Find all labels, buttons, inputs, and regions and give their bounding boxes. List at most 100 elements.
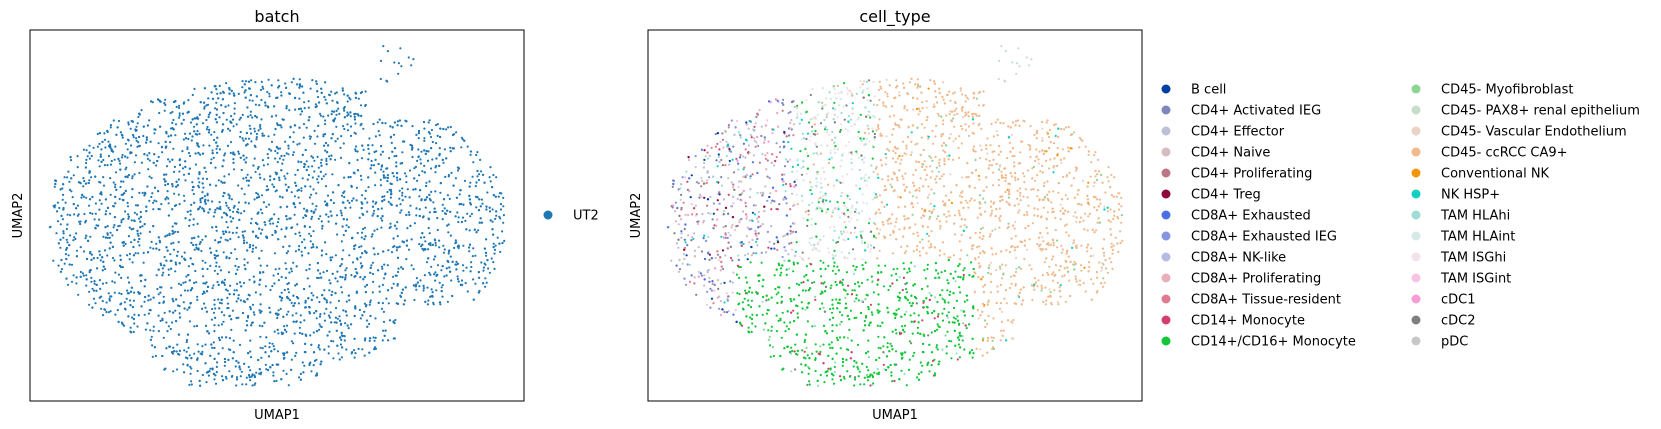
- scatter-point: [876, 324, 879, 327]
- scatter-point: [276, 316, 279, 320]
- scatter-point: [165, 321, 168, 324]
- scatter-point: [296, 169, 299, 172]
- scatter-point: [209, 183, 212, 186]
- scatter-point: [402, 140, 405, 143]
- scatter-point: [390, 286, 393, 290]
- scatter-point: [243, 91, 246, 94]
- scatter-point: [126, 148, 129, 151]
- scatter-point: [79, 275, 82, 278]
- scatter-point: [155, 247, 158, 250]
- scatter-point: [434, 241, 437, 245]
- scatter-point: [341, 276, 344, 279]
- scatter-point: [301, 332, 304, 335]
- scatter-point: [302, 123, 306, 126]
- scatter-point: [679, 198, 682, 201]
- scatter-point: [124, 175, 127, 178]
- scatter-point: [742, 142, 746, 145]
- scatter-point: [221, 128, 224, 132]
- scatter-point: [162, 295, 165, 298]
- scatter-point: [304, 299, 307, 303]
- scatter-point: [824, 267, 827, 271]
- scatter-point: [312, 156, 315, 159]
- scatter-point: [261, 159, 264, 162]
- scatter-point: [223, 314, 226, 317]
- scatter-point: [259, 123, 262, 127]
- scatter-point: [312, 245, 315, 248]
- scatter-point: [122, 244, 125, 247]
- scatter-point: [439, 303, 442, 306]
- scatter-point: [942, 98, 945, 101]
- scatter-point: [199, 205, 202, 208]
- scatter-point: [222, 281, 226, 284]
- scatter-point: [351, 236, 354, 239]
- scatter-point: [443, 212, 447, 215]
- scatter-point: [440, 286, 443, 289]
- scatter-point: [82, 250, 86, 253]
- scatter-point: [332, 110, 336, 113]
- scatter-point: [199, 153, 202, 156]
- scatter-point: [290, 191, 293, 194]
- scatter-point: [376, 121, 379, 124]
- scatter-point: [450, 279, 453, 282]
- scatter-point: [389, 222, 392, 225]
- scatter-point: [178, 158, 181, 161]
- scatter-point: [138, 191, 141, 194]
- scatter-point: [109, 193, 112, 196]
- scatter-point: [397, 267, 400, 270]
- scatter-point: [1041, 164, 1044, 167]
- scatter-point: [441, 265, 444, 268]
- scatter-point: [126, 176, 129, 179]
- scatter-point: [338, 336, 342, 339]
- scatter-point: [406, 227, 409, 230]
- scatter-point: [485, 254, 488, 257]
- scatter-point: [425, 150, 428, 153]
- scatter-point: [276, 350, 280, 353]
- scatter-point: [298, 86, 301, 89]
- scatter-point: [354, 145, 358, 148]
- scatter-point: [790, 232, 793, 235]
- scatter-point: [1047, 135, 1051, 139]
- scatter-point: [143, 313, 146, 316]
- scatter-point: [940, 115, 943, 118]
- scatter-point: [266, 153, 269, 156]
- scatter-point: [839, 128, 842, 132]
- scatter-point: [214, 118, 217, 121]
- scatter-point: [295, 184, 298, 187]
- scatter-point: [384, 122, 387, 125]
- scatter-point: [330, 339, 333, 343]
- scatter-point: [246, 249, 249, 252]
- scatter-point: [500, 192, 503, 195]
- scatter-point: [67, 170, 70, 173]
- scatter-point: [236, 226, 239, 229]
- scatter-point: [292, 151, 295, 154]
- scatter-point: [316, 276, 319, 279]
- scatter-point: [416, 159, 419, 162]
- scatter-point: [176, 304, 180, 307]
- scatter-point: [957, 146, 960, 149]
- scatter-point: [1061, 248, 1064, 251]
- scatter-point: [204, 282, 207, 285]
- scatter-point: [114, 195, 117, 198]
- scatter-point: [372, 212, 375, 215]
- scatter-point: [460, 146, 463, 149]
- scatter-point: [267, 135, 270, 138]
- scatter-point: [331, 256, 334, 259]
- scatter-point: [274, 149, 277, 153]
- scatter-point: [282, 353, 285, 356]
- scatter-point: [930, 294, 933, 297]
- scatter-point: [449, 210, 452, 213]
- scatter-point: [415, 277, 418, 280]
- scatter-point: [381, 121, 384, 125]
- scatter-point: [88, 144, 91, 147]
- x-axis-label-batch: UMAP1: [254, 408, 300, 423]
- scatter-point: [188, 354, 191, 357]
- scatter-point: [159, 319, 162, 322]
- scatter-point: [160, 264, 163, 267]
- scatter-point: [374, 171, 377, 174]
- scatter-point: [464, 282, 467, 285]
- scatter-point: [230, 115, 233, 118]
- scatter-point: [400, 209, 403, 212]
- scatter-point: [699, 272, 703, 275]
- scatter-point: [164, 180, 167, 183]
- scatter-point: [352, 197, 355, 200]
